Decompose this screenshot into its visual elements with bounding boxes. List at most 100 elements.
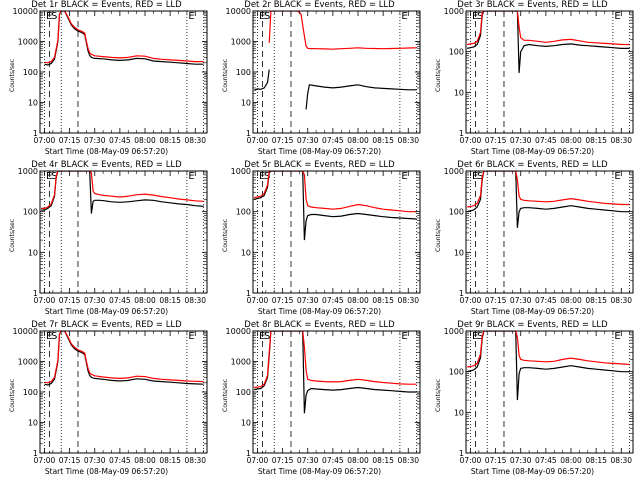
y-tick-label: 1000	[18, 358, 38, 367]
y-tick-label: 100	[449, 48, 464, 57]
time-marker-label: S	[264, 171, 270, 182]
x-tick-label: 08:30	[397, 296, 419, 305]
chart-plot-svg: ESE110100100007:0007:1507:3007:4508:0008…	[444, 327, 634, 465]
time-marker-label: S	[477, 11, 483, 22]
x-tick-label: 07:30	[84, 456, 106, 465]
series-line-lld	[466, 331, 630, 368]
x-tick-label: 08:15	[585, 136, 607, 145]
x-tick-label: 08:15	[585, 296, 607, 305]
y-tick-label: 100	[23, 208, 38, 217]
plot-frame	[39, 10, 208, 134]
time-marker-label: E	[401, 331, 407, 342]
x-axis-label: Start Time (08-May-09 06:57:20)	[44, 467, 169, 476]
x-tick-label: 07:15	[485, 456, 507, 465]
chart-title: Det 8r BLACK = Events, RED = LLD	[244, 320, 395, 330]
y-tick-label: 10	[28, 99, 38, 108]
chart-panel-5: Det 5r BLACK = Events, RED = LLD Start Ti…	[213, 160, 426, 320]
x-tick-label: 08:00	[347, 296, 369, 305]
x-axis-label: Start Time (08-May-09 06:57:20)	[257, 147, 382, 156]
x-axis-label: Start Time (08-May-09 06:57:20)	[470, 467, 595, 476]
series-line-lld	[253, 171, 417, 213]
chart-title: Det 4r BLACK = Events, RED = LLD	[31, 160, 182, 170]
x-tick-label: 08:15	[372, 136, 394, 145]
chart-plot-svg: ESE11010010001000007:0007:1507:3007:4508…	[226, 7, 421, 145]
x-tick-label: 07:00	[34, 136, 56, 145]
x-tick-label: 08:00	[560, 456, 582, 465]
x-tick-label: 08:00	[560, 136, 582, 145]
x-tick-label: 07:45	[535, 296, 557, 305]
x-tick-label: 07:30	[84, 136, 106, 145]
y-tick-label: 1000	[231, 358, 251, 367]
y-tick-label: 100	[449, 368, 464, 377]
x-tick-label: 07:45	[322, 456, 344, 465]
series-line-lld	[44, 331, 204, 384]
x-tick-label: 07:00	[247, 136, 269, 145]
x-tick-label: 08:00	[134, 456, 156, 465]
plot-frame	[252, 330, 421, 454]
chart-title: Det 7r BLACK = Events, RED = LLD	[31, 320, 182, 330]
x-tick-label: 08:15	[159, 136, 181, 145]
chart-panel-3: Det 3r BLACK = Events, RED = LLD Start Ti…	[426, 0, 639, 160]
y-tick-label: 1	[33, 129, 38, 138]
series-line-events	[253, 69, 417, 110]
time-marker-label: E	[188, 331, 194, 342]
y-tick-label: 1	[459, 129, 464, 138]
x-tick-label: 07:15	[485, 296, 507, 305]
y-tick-label: 1	[459, 289, 464, 298]
series-line-lld	[41, 171, 204, 209]
time-marker-label: E	[401, 171, 407, 182]
chart-panel-7: Det 7r BLACK = Events, RED = LLD Start Ti…	[0, 320, 213, 480]
x-tick-label: 07:00	[247, 296, 269, 305]
y-tick-label: 10	[28, 248, 38, 257]
y-tick-label: 1000	[444, 167, 464, 176]
series-line-events	[44, 331, 204, 386]
y-tick-label: 1000	[231, 38, 251, 47]
plot-frame	[465, 330, 634, 454]
x-tick-label: 08:15	[372, 296, 394, 305]
x-tick-label: 07:15	[59, 136, 81, 145]
y-tick-label: 1000	[18, 167, 38, 176]
y-tick-label: 10	[454, 408, 464, 417]
x-axis-label: Start Time (08-May-09 06:57:20)	[257, 307, 382, 316]
chart-plot-svg: ESE11010010001000007:0007:1507:3007:4508…	[13, 7, 208, 145]
x-tick-label: 08:00	[560, 296, 582, 305]
x-axis-label: Start Time (08-May-09 06:57:20)	[470, 147, 595, 156]
y-tick-label: 10000	[226, 7, 251, 16]
chart-panel-6: Det 6r BLACK = Events, RED = LLD Start Ti…	[426, 160, 639, 320]
chart-panel-4: Det 4r BLACK = Events, RED = LLD Start Ti…	[0, 160, 213, 320]
series-line-events	[253, 331, 417, 414]
series-line-events	[41, 171, 204, 214]
chart-plot-svg: ESE110100100007:0007:1507:3007:4508:0008…	[18, 167, 208, 305]
y-tick-label: 1000	[231, 167, 251, 176]
time-marker-label: E	[401, 11, 407, 22]
chart-panel-1: Det 1r BLACK = Events, RED = LLD Start Ti…	[0, 0, 213, 160]
x-tick-label: 08:30	[397, 456, 419, 465]
y-tick-label: 1	[33, 449, 38, 458]
x-tick-label: 07:15	[272, 456, 294, 465]
x-tick-label: 07:45	[535, 456, 557, 465]
x-tick-label: 08:30	[610, 136, 632, 145]
x-tick-label: 07:00	[460, 136, 482, 145]
series-line-lld	[254, 331, 417, 389]
y-tick-label: 1	[459, 449, 464, 458]
y-tick-label: 10000	[13, 7, 38, 16]
chart-panel-9: Det 9r BLACK = Events, RED = LLD Start Ti…	[426, 320, 639, 480]
time-marker-label: S	[264, 331, 270, 342]
x-tick-label: 08:30	[397, 136, 419, 145]
series-line-events	[466, 171, 630, 228]
x-tick-label: 08:30	[184, 136, 206, 145]
chart-panel-2: Det 2r BLACK = Events, RED = LLD Start Ti…	[213, 0, 426, 160]
x-tick-label: 07:15	[272, 136, 294, 145]
y-tick-label: 100	[23, 388, 38, 397]
y-tick-label: 1000	[444, 327, 464, 336]
x-axis-label: Start Time (08-May-09 06:57:20)	[257, 467, 382, 476]
chart-plot-svg: ESE11010010001000007:0007:1507:3007:4508…	[226, 327, 421, 465]
y-tick-label: 1000	[18, 38, 38, 47]
time-marker-label: E	[188, 11, 194, 22]
x-tick-label: 07:15	[485, 136, 507, 145]
chart-panel-8: Det 8r BLACK = Events, RED = LLD Start Ti…	[213, 320, 426, 480]
time-marker-label: S	[264, 11, 270, 22]
x-tick-label: 08:15	[159, 456, 181, 465]
chart-plot-svg: ESE110100100007:0007:1507:3007:4508:0008…	[444, 167, 634, 305]
y-tick-label: 100	[236, 208, 251, 217]
